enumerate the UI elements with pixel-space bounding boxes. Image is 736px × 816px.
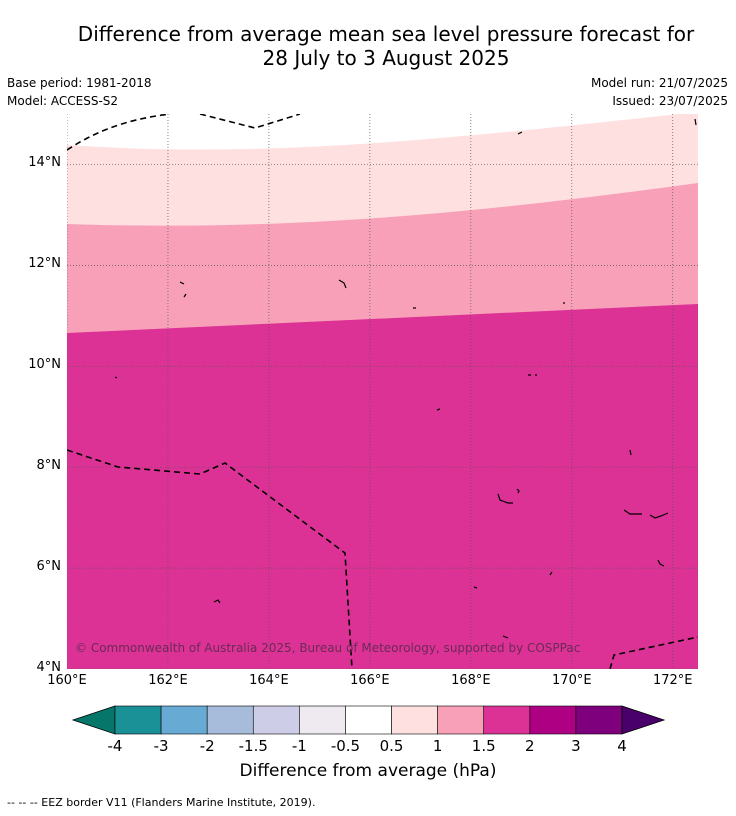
latitude-label: 6°N bbox=[36, 559, 62, 575]
colorbar-tick-label: -1.5 bbox=[238, 737, 268, 755]
title-line-1: Difference from average mean sea level p… bbox=[77, 22, 695, 46]
eez-border-line bbox=[67, 449, 353, 669]
colorbar-tick-label: 2 bbox=[525, 737, 535, 755]
colorbar bbox=[71, 705, 666, 735]
colorbar-tick-label: 4 bbox=[617, 737, 627, 755]
colorbar-over-arrow bbox=[621, 705, 666, 735]
colorbar-segment bbox=[391, 705, 438, 735]
longitude-label: 172°E bbox=[652, 673, 693, 688]
colorbar-tick-label: 1 bbox=[432, 737, 443, 755]
island-outline bbox=[179, 281, 185, 285]
island-outline bbox=[549, 571, 553, 576]
island-outline bbox=[649, 512, 669, 519]
title-line-2: 28 July to 3 August 2025 bbox=[262, 46, 510, 70]
copyright-notice: © Commonwealth of Australia 2025, Bureau… bbox=[75, 641, 581, 655]
island-outline bbox=[213, 599, 221, 604]
colorbar-tick-label: 1.5 bbox=[471, 737, 496, 755]
island-outline bbox=[517, 131, 523, 135]
longitude-label: 168°E bbox=[451, 673, 491, 688]
colorbar-tick-label: -0.5 bbox=[330, 737, 361, 755]
colorbar-segment bbox=[252, 705, 300, 735]
colorbar-segment bbox=[206, 705, 254, 735]
colorbar-title: Difference from average (hPa) bbox=[239, 761, 497, 781]
island-outline bbox=[436, 408, 441, 411]
islands bbox=[114, 118, 697, 639]
colorbar-segment bbox=[483, 705, 531, 735]
colorbar-tick-label: 0.5 bbox=[379, 737, 404, 755]
latitude-label: 12°N bbox=[28, 256, 61, 272]
colorbar-segment bbox=[160, 705, 208, 735]
base-period: Base period: 1981-2018 bbox=[7, 76, 152, 90]
latitude-label: 14°N bbox=[28, 155, 61, 171]
island-outline bbox=[623, 509, 642, 515]
longitude-label: 164°E bbox=[249, 673, 289, 688]
issued-date: Issued: 23/07/2025 bbox=[612, 94, 728, 108]
longitude-label: 160°E bbox=[47, 673, 87, 688]
island-outline bbox=[338, 279, 347, 289]
longitude-label: 170°E bbox=[552, 673, 592, 688]
band-white-top bbox=[67, 114, 698, 150]
latitude-label: 4°N bbox=[36, 660, 62, 675]
island-outline bbox=[183, 293, 187, 298]
island-outline bbox=[114, 376, 118, 379]
colorbar-tick-label: -1 bbox=[291, 737, 307, 755]
colorbar-segment bbox=[575, 705, 623, 735]
colorbar-segment bbox=[299, 705, 346, 735]
colorbar-segment bbox=[114, 705, 162, 735]
longitude-label: 162°E bbox=[148, 673, 188, 688]
colorbar-under-arrow bbox=[71, 705, 116, 735]
model-name: Model: ACCESS-S2 bbox=[7, 94, 119, 108]
latitude-label: 10°N bbox=[28, 357, 61, 373]
island-outline bbox=[694, 118, 697, 126]
grid-lines bbox=[67, 114, 698, 669]
model-run: Model run: 21/07/2025 bbox=[590, 76, 728, 90]
eez-border-line bbox=[67, 114, 171, 151]
eez-footnote: -- -- -- EEZ border V11 (Flanders Marine… bbox=[7, 796, 316, 809]
latitude-label: 8°N bbox=[36, 458, 62, 474]
colorbar-tick-label: -3 bbox=[153, 737, 169, 755]
meta-left: Base period: 1981-2018 Model: ACCESS-S2 bbox=[7, 74, 152, 110]
island-outline bbox=[473, 586, 478, 589]
colorbar-tick-label: -4 bbox=[107, 737, 123, 755]
island-outline bbox=[502, 635, 509, 639]
eez-borders bbox=[67, 114, 698, 669]
colorbar-segment bbox=[529, 705, 577, 735]
island-outline bbox=[516, 488, 520, 494]
chart-title: Difference from average mean sea level p… bbox=[20, 22, 736, 70]
map-area bbox=[67, 114, 698, 669]
island-outline bbox=[629, 449, 632, 456]
eez-border-line bbox=[609, 636, 698, 669]
colorbar-tick-label: 3 bbox=[571, 737, 581, 755]
longitude-label: 166°E bbox=[350, 673, 390, 688]
island-outline bbox=[497, 493, 513, 504]
colorbar-segment bbox=[437, 705, 485, 735]
meta-right: Model run: 21/07/2025 Issued: 23/07/2025 bbox=[591, 74, 728, 110]
colorbar-segment bbox=[345, 705, 392, 735]
colorbar-tick-label: -2 bbox=[199, 737, 215, 755]
island-outline bbox=[657, 559, 665, 567]
